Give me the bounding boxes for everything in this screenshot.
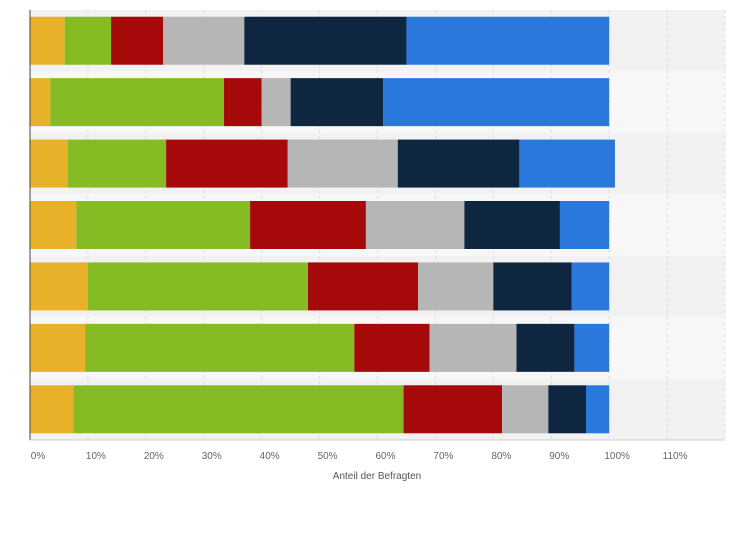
bar-segment-row1-series1 (30, 16, 65, 65)
bar-segment-row1-series2 (64, 16, 112, 65)
x-tick-label: 30% (202, 451, 222, 462)
bar-segment-row1-series3 (111, 16, 164, 65)
bar-segment-row5-series1 (30, 262, 88, 311)
x-tick-label: 20% (144, 451, 164, 462)
bar-segment-row5-series6 (571, 262, 610, 311)
x-tick-label: 70% (433, 451, 453, 462)
bar-segment-row4-series1 (30, 201, 77, 249)
bar-segment-row3-series3 (166, 139, 288, 188)
bar-segment-row5-series4 (418, 262, 494, 311)
x-tick-label: 100% (604, 451, 630, 462)
bar-segment-row6-series6 (574, 323, 610, 372)
x-tick-label: 90% (549, 451, 569, 462)
bar-segment-row7-series6 (586, 385, 610, 434)
bar-segment-row3-series4 (287, 139, 398, 188)
bar-segment-row2-series4 (261, 78, 291, 127)
bar-segment-row7-series4 (502, 385, 549, 434)
x-tick-label: 60% (375, 451, 395, 462)
bar-segment-row4-series2 (76, 201, 251, 249)
bar-segment-row6-series2 (85, 323, 355, 372)
bar-segment-row6-series1 (30, 323, 86, 372)
bar-segment-row1-series4 (163, 16, 245, 65)
bar-segment-row2-series2 (50, 78, 225, 127)
bar-segment-row5-series2 (87, 262, 309, 311)
bar-segment-row2-series1 (30, 78, 51, 127)
bar-segment-row4-series3 (250, 201, 366, 249)
x-tick-label: 40% (260, 451, 280, 462)
bar-segment-row2-series5 (290, 78, 384, 127)
x-tick-label: 80% (491, 451, 511, 462)
bar-segment-row5-series3 (308, 262, 419, 311)
bar-segment-row7-series5 (548, 385, 586, 434)
bar-segment-row7-series2 (73, 385, 404, 434)
bar-segment-row4-series4 (365, 201, 465, 249)
bar-segment-row4-series5 (464, 201, 560, 249)
bar-segment-row1-series6 (406, 16, 610, 65)
x-tick-label: 0% (31, 451, 46, 462)
bar-segment-row6-series4 (429, 323, 517, 372)
bar-segment-row1-series5 (244, 16, 407, 65)
bar-segment-row3-series6 (519, 139, 615, 188)
bar-segment-row2-series3 (224, 78, 262, 127)
bar-segment-row7-series1 (30, 385, 74, 434)
x-tick-label: 10% (86, 451, 106, 462)
x-tick-label: 50% (318, 451, 338, 462)
bar-segment-row3-series5 (397, 139, 520, 188)
bar-segment-row3-series1 (30, 139, 68, 188)
bar-segment-row7-series3 (403, 385, 503, 434)
bar-segment-row6-series3 (354, 323, 430, 372)
bar-segment-row3-series2 (67, 139, 167, 188)
x-tick-label: 110% (663, 451, 688, 462)
bar-segment-row2-series6 (383, 78, 610, 127)
bar-segment-row4-series6 (559, 201, 610, 249)
x-axis-title: Anteil der Befragten (333, 471, 421, 482)
x-tick-labels: 0% 10% 20% 30% 40% 50% 60% 70% 80% 90% 100% 110% (31, 451, 688, 462)
axes (29, 10, 725, 441)
bars (30, 16, 615, 434)
bar-segment-row6-series5 (516, 323, 575, 372)
bar-segment-row5-series5 (493, 262, 572, 311)
